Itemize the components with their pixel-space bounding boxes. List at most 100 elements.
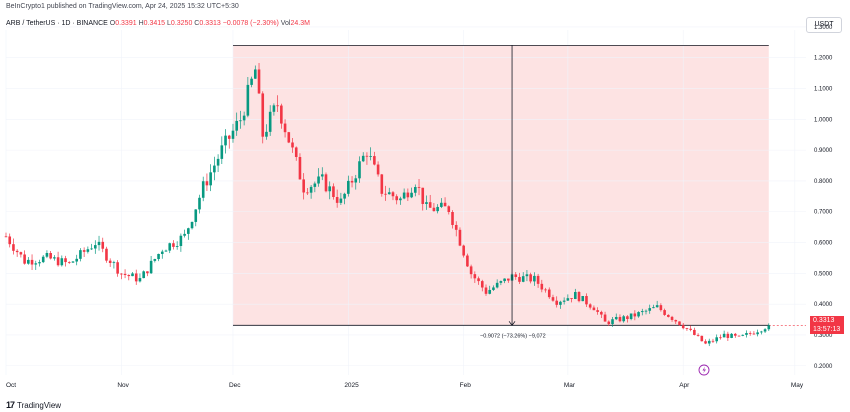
candle-body bbox=[142, 271, 145, 279]
candle-body bbox=[239, 120, 242, 122]
y-tick-label: 0.8000 bbox=[814, 179, 833, 185]
open-label: O bbox=[109, 20, 116, 27]
candle-body bbox=[376, 164, 380, 175]
candle-body bbox=[559, 301, 562, 305]
candle-body bbox=[198, 197, 201, 210]
y-tick-label: 1.1000 bbox=[814, 87, 833, 93]
candle-body bbox=[707, 340, 711, 344]
low-label: L bbox=[167, 20, 171, 27]
lightning-icon[interactable] bbox=[698, 364, 710, 376]
candle-body bbox=[596, 310, 599, 312]
candle-body bbox=[633, 313, 637, 317]
candle-body bbox=[622, 316, 625, 322]
candle-body bbox=[261, 93, 265, 137]
candle-body bbox=[250, 78, 253, 85]
x-tick-label: 2025 bbox=[344, 382, 359, 389]
candle-body bbox=[499, 281, 503, 283]
candle-body bbox=[67, 262, 71, 263]
currency-button[interactable]: USDT bbox=[806, 17, 842, 33]
candle-body bbox=[399, 198, 402, 201]
candle-body bbox=[201, 181, 205, 198]
candle-body bbox=[648, 308, 652, 311]
candle-body bbox=[756, 332, 759, 335]
candle-body bbox=[343, 193, 346, 199]
candle-body bbox=[317, 176, 320, 184]
candle-body bbox=[280, 105, 283, 124]
candle-body bbox=[45, 253, 49, 257]
candle-body bbox=[726, 333, 730, 338]
candle-body bbox=[685, 328, 689, 329]
candle-body bbox=[358, 161, 361, 179]
candle-body bbox=[454, 224, 458, 230]
candle-body bbox=[719, 337, 722, 339]
candle-body bbox=[324, 174, 328, 192]
y-tick-label: 0.6000 bbox=[814, 241, 833, 247]
candle-body bbox=[216, 158, 220, 166]
candle-body bbox=[175, 246, 179, 247]
candle-body bbox=[588, 304, 592, 308]
candle-body bbox=[495, 282, 499, 288]
candle-body bbox=[689, 328, 692, 330]
candle-body bbox=[443, 202, 447, 207]
candle-body bbox=[525, 274, 529, 277]
candle-body bbox=[153, 259, 157, 261]
candle-body bbox=[585, 296, 588, 305]
candle-body bbox=[190, 221, 194, 229]
x-tick-label: Nov bbox=[117, 382, 129, 389]
candle-body bbox=[395, 196, 398, 201]
candle-body bbox=[75, 258, 78, 262]
candle-body bbox=[231, 130, 235, 139]
candle-body bbox=[440, 202, 443, 207]
candle-body bbox=[194, 209, 198, 222]
candle-body bbox=[380, 174, 384, 194]
candle-body bbox=[350, 180, 354, 183]
candle-body bbox=[425, 202, 428, 204]
candle-body bbox=[332, 186, 335, 198]
x-tick-label: Apr bbox=[679, 382, 690, 389]
candle-body bbox=[447, 206, 451, 213]
symbol-name[interactable]: ARB / TetherUS · 1D · BINANCE bbox=[6, 20, 108, 27]
candle-body bbox=[227, 135, 231, 139]
candle-body bbox=[469, 266, 473, 275]
candle-body bbox=[369, 156, 372, 157]
candle-body bbox=[157, 253, 160, 260]
tradingview-footer[interactable]: 17 TradingView bbox=[6, 400, 61, 410]
candle-body bbox=[64, 258, 67, 263]
candle-body bbox=[417, 187, 421, 188]
candle-body bbox=[79, 250, 82, 259]
candle-body bbox=[410, 192, 413, 198]
candle-body bbox=[254, 69, 257, 79]
candle-body bbox=[451, 212, 454, 225]
candle-body bbox=[480, 281, 484, 288]
candle-body bbox=[108, 260, 112, 264]
candle-body bbox=[436, 206, 439, 212]
y-tick-label: 1.3000 bbox=[814, 25, 833, 31]
candle-body bbox=[581, 296, 585, 302]
candle-body bbox=[15, 250, 19, 253]
candle-body bbox=[752, 333, 756, 335]
candle-body bbox=[655, 305, 659, 308]
candle-body bbox=[611, 319, 614, 325]
y-tick-label: 0.3000 bbox=[814, 333, 833, 339]
candle-body bbox=[354, 178, 358, 183]
candle-body bbox=[302, 179, 305, 193]
candle-body bbox=[562, 300, 566, 302]
candle-body bbox=[283, 123, 287, 133]
y-tick-label: 0.5000 bbox=[814, 271, 833, 277]
high-value: 0.3415 bbox=[143, 20, 166, 27]
candle-body bbox=[97, 241, 101, 246]
candle-body bbox=[287, 132, 291, 143]
measure-label: −0.9072 (−73.26%) −9,072 bbox=[480, 333, 546, 339]
candle-body bbox=[187, 228, 190, 234]
candle-body bbox=[94, 245, 97, 249]
candle-body bbox=[681, 325, 685, 329]
candle-body bbox=[644, 310, 648, 312]
candle-body bbox=[205, 181, 209, 186]
candle-body bbox=[540, 283, 544, 290]
candle-body bbox=[257, 69, 261, 94]
candle-body bbox=[402, 192, 406, 199]
candle-body bbox=[663, 310, 666, 315]
low-value: 0.3250 bbox=[170, 20, 193, 27]
candle-body bbox=[640, 311, 644, 313]
